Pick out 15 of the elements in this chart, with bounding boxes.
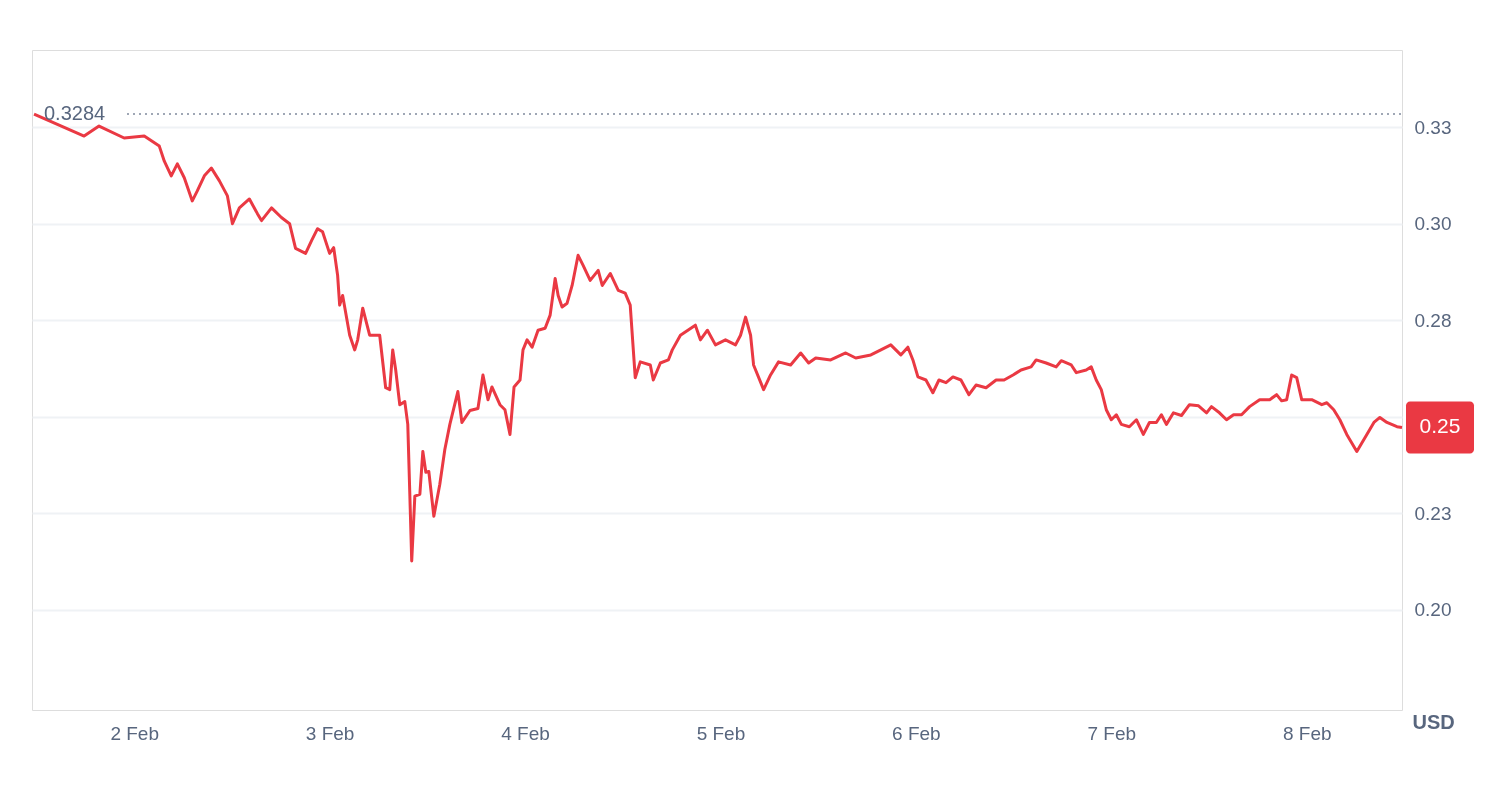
x-tick-label: 6 Feb [892,722,941,744]
y-tick-label: 0.20 [1414,599,1452,621]
y-tick-label: 0.33 [1414,116,1452,138]
x-tick-label: 7 Feb [1087,722,1137,744]
x-tick-label: 8 Feb [1282,722,1332,744]
y-tick-label: 0.23 [1414,502,1452,524]
y-tick-label: 0.28 [1414,309,1452,331]
annotation: 0.25 [1419,414,1461,438]
x-tick-label: 3 Feb [305,722,355,744]
x-tick-label: 5 Feb [696,722,746,744]
y-axis-title: USD [1412,710,1455,733]
x-tick-label: 2 Feb [110,722,159,744]
x-tick-label: 4 Feb [501,722,550,744]
y-tick-label: 0.30 [1414,213,1452,235]
ref-line-label: 0.3284 [44,102,106,125]
